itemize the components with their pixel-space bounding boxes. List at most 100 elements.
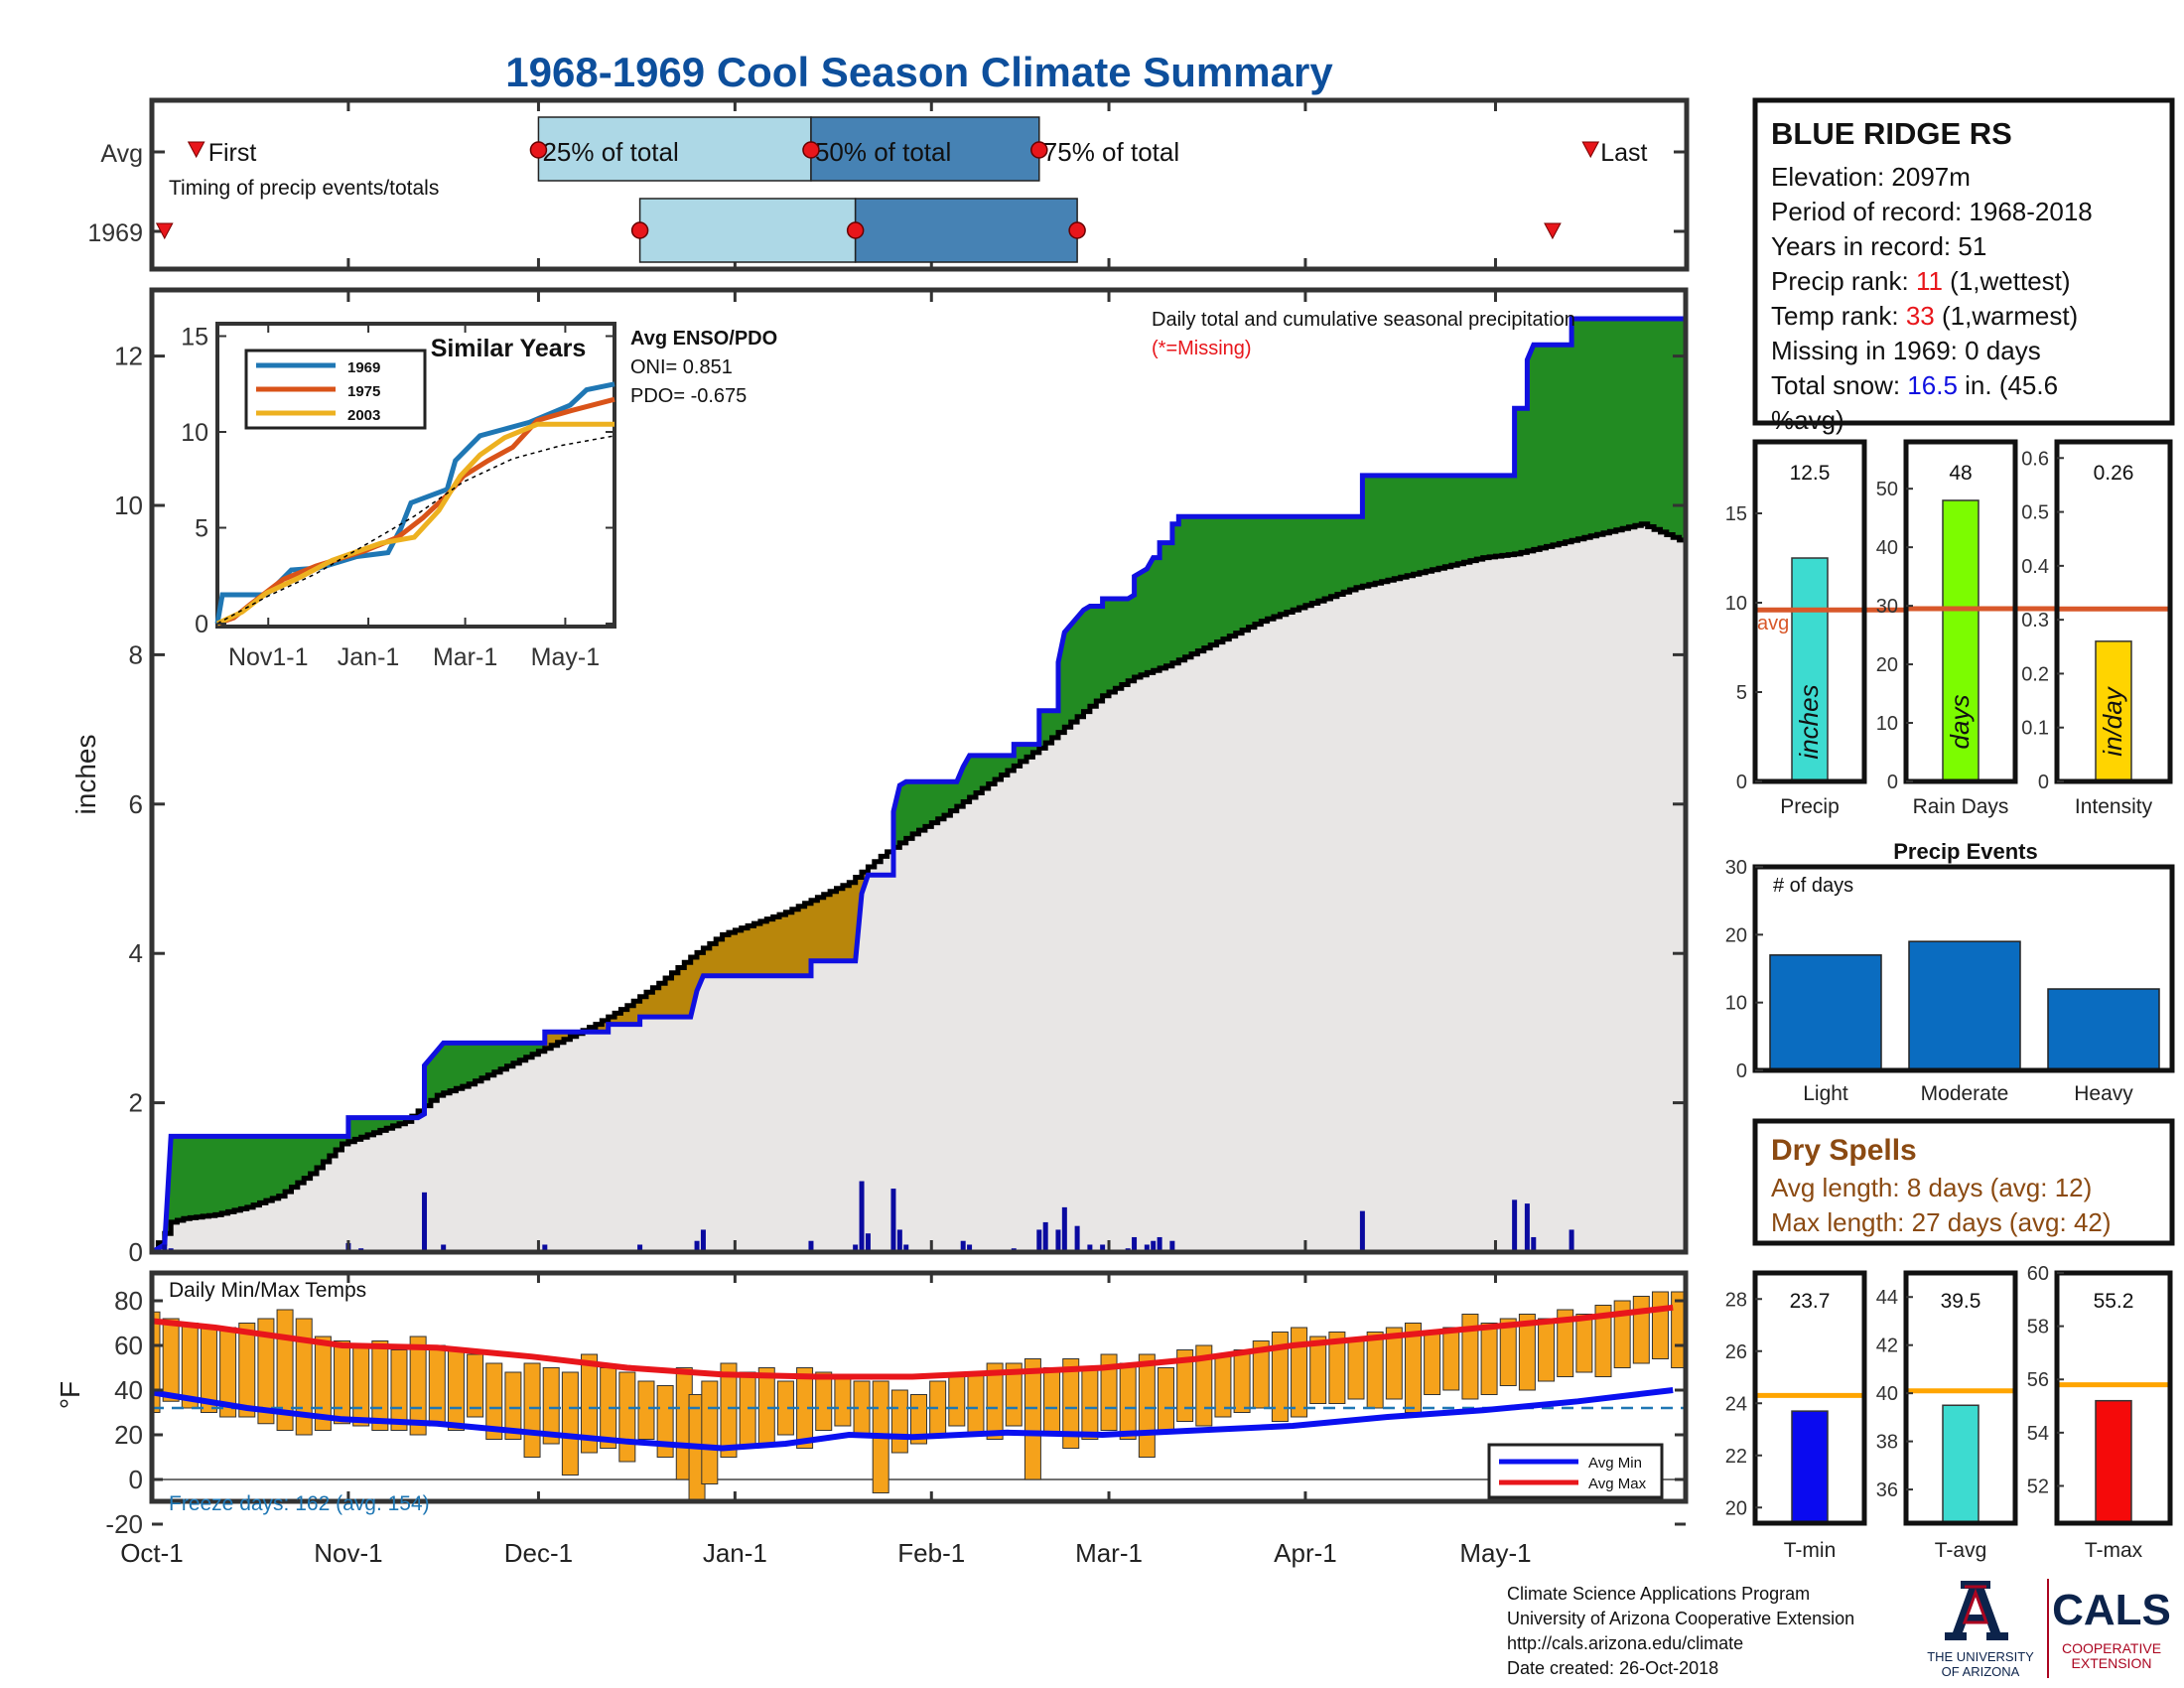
temp-mini-x-label: T-min [1784,1539,1837,1562]
temp-range-bar [1043,1367,1061,1436]
temp-range-bar [1062,1358,1080,1449]
avg-25-50-box [537,116,812,182]
mini-y-tick-label: 50 [1876,479,1898,500]
pct50-label: 50% of total [815,137,951,167]
temp-y-ticks: -20 0 20 40 60 80 [105,1286,1686,1539]
daily-precip-bar [960,1240,966,1252]
temp-mini-y-tick-label: 22 [1725,1446,1747,1468]
main-y-tick-label: 6 [129,789,143,819]
snow-percent: %avg) [1771,405,1844,435]
mini-panel-precip: 12.5 inches 0 5 10 15 Precip avg [1725,439,1906,818]
missing-note: (*=Missing) [1152,338,1252,359]
daily-precip-bar [1151,1240,1157,1252]
events-y-tick-label: 0 [1736,1060,1747,1082]
temp-range-bar [257,1318,275,1425]
temp-mini-value: 23.7 [1790,1290,1831,1313]
year-p25-marker [630,221,649,239]
temp-range-bar [1081,1367,1099,1440]
snow-value: 16.5 [1907,370,1958,400]
missing-days: Missing in 1969: 0 days [1771,336,2041,365]
inset-title: Similar Years [431,335,587,362]
temp-rank-value: 33 [1906,301,1935,331]
pdo-value: PDO= -0.675 [630,385,747,407]
daily-precip-bar [1074,1225,1080,1252]
footer-line-3: http://cals.arizona.edu/climate [1507,1633,1743,1653]
temp-y-tick-label: -20 [105,1509,143,1539]
timing-row-avg: Avg [100,140,143,168]
mini-y-tick-label: 30 [1876,596,1898,618]
daily-precip-bar [542,1244,548,1252]
daily-precip-bar [1531,1236,1537,1252]
temp-rank: Temp rank: 33 (1,warmest) [1771,301,2078,331]
precip-events-chart: Precip Events # of days 0 10 20 30 Light Mode… [1725,839,2175,1105]
temp-range-bar [1157,1367,1174,1431]
events-y-tick-label: 20 [1725,924,1747,946]
temp-mini-y-tick-label: 58 [2027,1317,2049,1338]
main-y-ticks: 0 2 4 6 8 10 12 [114,290,1686,1267]
precip-rank-value: 11 [1916,266,1943,296]
temp-range-bar [334,1340,351,1425]
timing-panel: Avg 1969 First Last 25% of total 50% of … [87,97,1690,272]
temp-range-bar [1271,1332,1289,1422]
precip-rank: Precip rank: 11 (1,wettest) [1771,266,2071,296]
temp-range-bar [504,1371,522,1440]
inset-series-lines [214,381,615,627]
main-y-tick-label: 2 [129,1088,143,1118]
chart-title: 1968-1969 Cool Season Climate Summary [505,49,1333,95]
temp-mini-y-tick-label: 60 [2027,1263,2049,1285]
precip-summary-bars: 12.5 inches 0 5 10 15 Precip avg 48 days 0 10 20 30 40… [1725,439,2173,818]
temp-mini-y-tick-label: 56 [2027,1369,2049,1391]
first-label: First [208,139,257,167]
mini-unit-label: days [1945,695,1975,750]
date-label: May-1 [1459,1538,1531,1568]
avg-first-marker [187,141,205,159]
temp-range-bar [1005,1362,1023,1427]
temp-range-bar [1480,1323,1498,1395]
daily-precip-bar [1036,1229,1042,1252]
main-y-tick-label: 0 [129,1237,143,1267]
daily-precip-bar [1524,1203,1530,1252]
daily-precip-bar [700,1229,706,1252]
mini-y-tick-label: 5 [1736,682,1747,704]
temp-mini-frame [1752,1270,1867,1526]
temp-mini-x-label: T-max [2085,1539,2143,1562]
temp-range-bar [948,1376,966,1427]
mini-y-tick-label: 0 [2038,772,2049,793]
mini-y-tick-label: 0.1 [2021,718,2049,740]
dry-spells-box: Dry Spells Avg length: 8 days (avg: 12) … [1752,1118,2175,1246]
main-y-tick-label: 4 [129,938,143,968]
similar-years-inset: 0 5 10 15 Nov1-1 Jan-1 Mar-1 May-1 Similar Year… [181,322,616,671]
daily-precip-bar [1087,1244,1093,1252]
cals-logo: CALS [2052,1586,2171,1634]
legend-label-1969: 1969 [347,359,380,376]
temp-range-bar [1671,1291,1686,1368]
mini-y-tick-label: 0 [1736,772,1747,793]
temp-y-tick-label: 40 [114,1375,143,1405]
mini-y-tick-label: 0.6 [2021,448,2049,470]
temp-range-bar [390,1349,408,1431]
avg-max-line [152,1304,1674,1380]
enso-title: Avg ENSO/PDO [630,328,777,350]
temp-range-bar [371,1340,389,1431]
last-label: Last [1600,139,1647,167]
year-25-50-box [638,198,857,263]
avg-last-marker [1581,141,1600,159]
temp-y-tick-label: 80 [114,1286,143,1316]
mini-unit-label: inches [1794,684,1824,759]
temp-range-bar [561,1371,579,1476]
temp-range-bar [1233,1349,1251,1413]
temp-range-bar [162,1318,180,1402]
date-label: Apr-1 [1274,1538,1337,1568]
legend-label-avg-min: Avg Min [1588,1455,1642,1472]
station-frame [1752,97,2175,426]
temp-mini-x-label: T-avg [1935,1539,1987,1562]
station-elevation: Elevation: 2097m [1771,162,1971,192]
temp-range-bar [1538,1318,1556,1382]
inset-x-tick-label: Mar-1 [433,643,497,671]
main-y-tick-label: 12 [114,342,143,371]
temp-range-bar [1613,1300,1631,1368]
events-y-label: # of days [1773,875,1853,897]
inset-y-tick-label: 10 [181,419,208,447]
temp-mini-bar [2095,1399,2132,1524]
temp-range-bar [1176,1349,1194,1422]
